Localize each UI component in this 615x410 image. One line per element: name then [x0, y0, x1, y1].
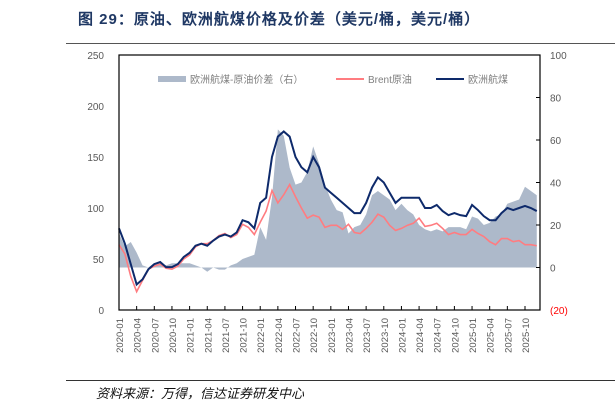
legend-label: 欧洲航煤 — [468, 73, 508, 86]
source-divider — [66, 380, 615, 381]
spread-area — [119, 129, 537, 272]
y-right-tick-label: 20 — [550, 221, 562, 232]
x-tick-label: 2025-10 — [521, 318, 532, 353]
y-left-tick-label: 0 — [98, 306, 104, 317]
x-tick-label: 2024-10 — [450, 318, 461, 353]
x-tick-label: 2023-07 — [362, 318, 373, 353]
y-left-tick-label: 150 — [87, 153, 104, 164]
x-tick-label: 2022-04 — [274, 318, 285, 353]
source-note: 资料来源：万得，信达证券研发中心 — [96, 387, 305, 402]
x-tick-label: 2023-01 — [327, 318, 338, 353]
y-left-tick-label: 250 — [87, 51, 104, 62]
brent-line — [118, 182, 537, 294]
y-right-tick-label: 0 — [550, 264, 556, 275]
x-tick-label: 2021-10 — [239, 318, 250, 353]
x-tick-label: 2023-10 — [380, 318, 391, 353]
x-tick-label: 2024-01 — [397, 318, 408, 353]
y-left-tick-label: 50 — [93, 255, 105, 266]
legend-label: Brent原油 — [368, 73, 412, 86]
y-right-tick-label: 60 — [550, 136, 562, 147]
x-tick-label: 2022-07 — [292, 318, 303, 353]
y-right-tick-label: 40 — [550, 179, 562, 190]
jet-fuel-line — [118, 130, 538, 287]
y-right-tick-label: (20) — [550, 306, 568, 317]
y-left-tick-label: 200 — [87, 102, 104, 113]
x-tick-label: 2023-04 — [344, 318, 355, 353]
x-tick-label: 2020-10 — [168, 318, 179, 353]
x-tick-label: 2025-01 — [468, 318, 479, 353]
x-tick-label: 2022-01 — [256, 318, 267, 353]
x-tick-label: 2024-07 — [433, 318, 444, 353]
figure-title: 图 29：原油、欧洲航煤价格及价差（美元/桶，美元/桶） — [78, 11, 481, 28]
x-tick-label: 2020-07 — [150, 318, 161, 353]
y-right-tick-label: 100 — [550, 51, 567, 62]
legend-label: 欧洲航煤-原油价差（右） — [190, 73, 303, 86]
x-tick-label: 2021-07 — [221, 318, 232, 353]
legend-swatch-spread — [158, 76, 186, 82]
plot-frame — [118, 54, 541, 311]
y-left-tick-label: 100 — [87, 204, 104, 215]
x-tick-label: 2020-04 — [133, 318, 144, 353]
x-tick-label: 2020-01 — [115, 318, 126, 353]
x-tick-label: 2021-01 — [186, 318, 197, 353]
y-right-tick-label: 80 — [550, 94, 562, 105]
x-tick-label: 2025-07 — [503, 318, 514, 353]
x-tick-label: 2025-04 — [486, 318, 497, 353]
title-divider — [66, 43, 615, 44]
x-tick-label: 2021-04 — [203, 318, 214, 353]
x-tick-label: 2024-04 — [415, 318, 426, 353]
x-tick-label: 2022-10 — [309, 318, 320, 353]
